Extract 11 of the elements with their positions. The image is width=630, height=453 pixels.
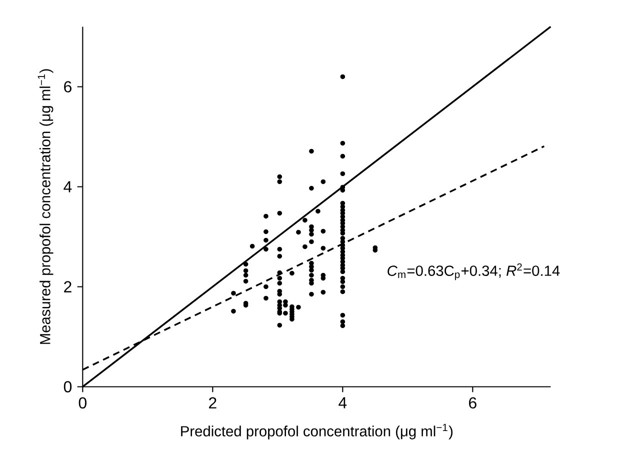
x-tick-label: 4 bbox=[338, 397, 347, 408]
x-axis-title: Predicted propofol concentration (μg ml$^{−1}$) bbox=[181, 424, 453, 440]
y-tick-label: 4 bbox=[64, 181, 72, 192]
x-tick-label: 0 bbox=[78, 397, 86, 409]
y-tick-label: 0 bbox=[64, 381, 72, 392]
x-tick-label: 6 bbox=[469, 397, 476, 409]
x-tick-label: 2 bbox=[209, 397, 216, 408]
y-axis-title: Measured propofol concentration (μg ml$^{−1}$) bbox=[38, 69, 54, 344]
y-tick-label: 2 bbox=[64, 281, 72, 292]
annotation: C$_{m}$=0.63C$_{p}$+0.34; R$^{2}$=0.14 bbox=[388, 263, 560, 280]
y-tick-label: 6 bbox=[64, 81, 72, 92]
